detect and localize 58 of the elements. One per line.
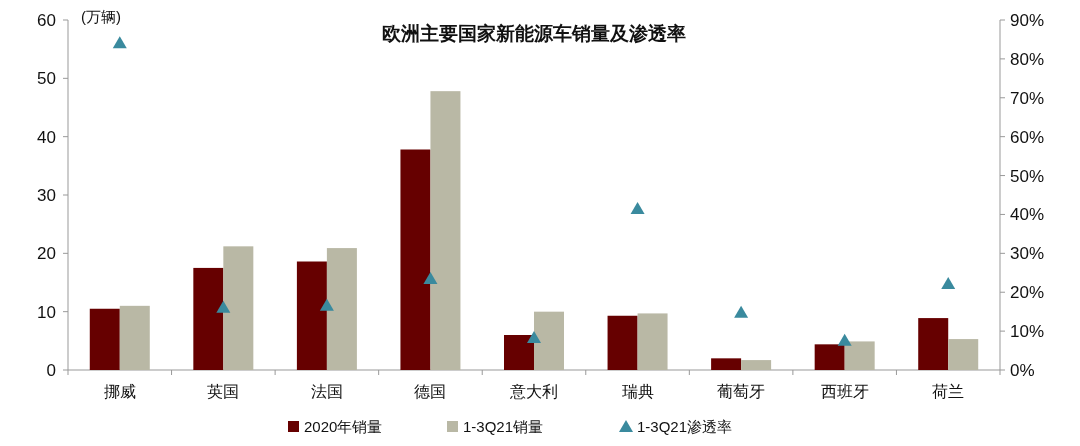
legend-label: 1-3Q21渗透率 [637, 418, 733, 435]
x-tick-label: 葡萄牙 [717, 383, 766, 400]
x-tick-label: 挪威 [103, 383, 136, 400]
bar [948, 339, 979, 370]
y2-tick-label: 40% [1010, 205, 1045, 225]
x-tick-label: 意大利 [509, 383, 558, 400]
y2-tick-label: 50% [1010, 166, 1045, 186]
x-tick-label: 德国 [414, 383, 447, 400]
y2-tick-label: 80% [1010, 49, 1045, 69]
point [216, 300, 231, 313]
bar [844, 341, 875, 370]
bar [637, 313, 668, 370]
bar [223, 246, 254, 370]
x-tick-label: 法国 [310, 383, 343, 400]
x-tick-label: 荷兰 [932, 383, 965, 400]
y2-tick-label: 20% [1010, 283, 1045, 303]
y2-tick-label: 30% [1010, 244, 1045, 264]
y2-tick-label: 90% [1010, 11, 1045, 30]
y2-tick-label: 70% [1010, 88, 1045, 108]
bar [119, 305, 150, 370]
x-tick-label: 瑞典 [621, 383, 654, 400]
y-tick-label: 30 [37, 186, 56, 205]
bar [918, 318, 949, 370]
y-tick-label: 10 [37, 302, 56, 322]
chart-title: 欧洲主要国家新能源车销量及渗透率 [382, 23, 686, 44]
legend-label: 1-3Q21销量 [463, 418, 544, 435]
x-tick-label: 英国 [207, 383, 240, 400]
bar [326, 248, 357, 370]
bar [504, 335, 534, 370]
y-tick-label: 50 [37, 69, 56, 89]
x-tick-label: 西班牙 [820, 383, 869, 400]
bar [711, 358, 742, 370]
legend-label: 2020年销量 [304, 418, 383, 435]
point [941, 277, 956, 290]
y2-tick-label: 0% [1010, 361, 1035, 380]
point [630, 202, 645, 214]
bar [814, 344, 845, 370]
bar [89, 308, 120, 370]
y2-tick-label: 60% [1010, 127, 1045, 147]
bar [430, 91, 461, 370]
y-tick-label: 0 [46, 361, 56, 380]
point [527, 331, 541, 344]
y-tick-label: 60 [37, 11, 56, 30]
y-axis-title: (万辆) [81, 8, 121, 25]
point [112, 36, 127, 49]
y-tick-label: 40 [37, 127, 56, 147]
bar [296, 261, 327, 370]
point [319, 298, 334, 311]
y-tick-label: 20 [37, 244, 56, 264]
bar [741, 360, 772, 370]
point [423, 272, 438, 284]
bar [534, 311, 564, 370]
bar [607, 315, 638, 370]
point [734, 305, 749, 318]
y2-tick-label: 10% [1010, 322, 1045, 342]
point [837, 333, 852, 346]
bar [193, 267, 224, 370]
bar [400, 149, 431, 370]
